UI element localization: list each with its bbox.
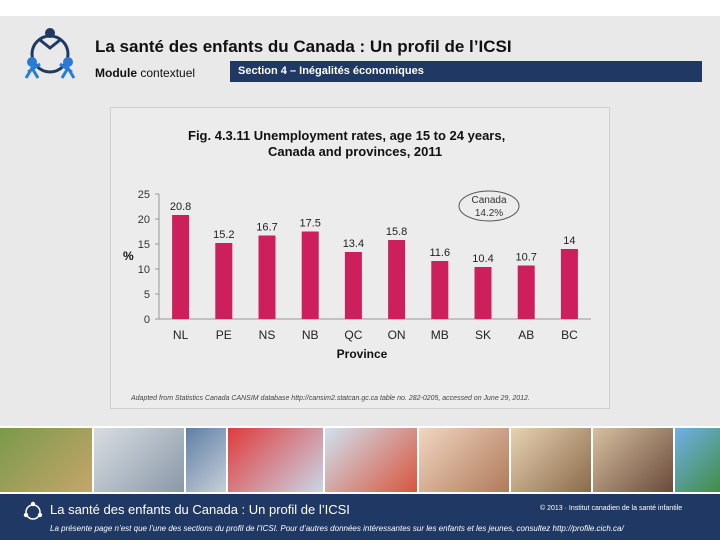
top-border <box>0 0 720 16</box>
footer-title: La santé des enfants du Canada : Un prof… <box>50 502 350 517</box>
module-label-bold: Module <box>95 66 137 80</box>
canada-annotation-label: Canada <box>471 195 506 206</box>
module-label-rest: contextuel <box>140 66 196 80</box>
footer: La santé des enfants du Canada : Un prof… <box>0 494 720 540</box>
bar <box>258 235 276 319</box>
chart-source: Adapted from Statistics Canada CANSIM da… <box>130 395 530 402</box>
chart-figure: Fig. 4.3.11 Unemployment rates, age 15 t… <box>110 107 610 409</box>
data-label: 11.6 <box>430 247 451 259</box>
bar <box>474 267 492 319</box>
data-label: 15.2 <box>213 229 234 241</box>
children-photo <box>186 428 226 492</box>
bar <box>172 215 190 319</box>
children-photo <box>0 428 92 492</box>
data-label: 16.7 <box>256 222 277 234</box>
children-photo <box>228 428 323 492</box>
children-photo <box>325 428 417 492</box>
y-axis-label: % <box>123 249 134 263</box>
chart-title-line1: Fig. 4.3.11 Unemployment rates, age 15 t… <box>188 128 505 143</box>
x-tick-label: MB <box>431 328 449 342</box>
x-tick-label: NL <box>173 328 189 342</box>
y-tick-label: 0 <box>144 314 150 326</box>
cich-logo-icon <box>23 501 43 520</box>
page-title: La santé des enfants du Canada : Un prof… <box>95 37 512 56</box>
x-tick-label: NS <box>259 328 276 342</box>
data-label: 17.5 <box>299 218 320 230</box>
canada-annotation-value: 14.2% <box>475 208 503 219</box>
bar <box>388 240 406 319</box>
x-tick-label: AB <box>518 328 534 342</box>
y-tick-label: 10 <box>138 264 150 276</box>
children-photo <box>675 428 720 492</box>
cich-logo-icon <box>24 28 76 79</box>
bar <box>517 265 535 319</box>
x-tick-label: ON <box>388 328 406 342</box>
bar <box>431 261 449 319</box>
y-tick-label: 5 <box>144 289 150 301</box>
photo-strip <box>0 426 720 494</box>
bar-chart: Fig. 4.3.11 Unemployment rates, age 15 t… <box>123 128 591 402</box>
data-label: 15.8 <box>386 226 407 238</box>
footer-copyright: © 2013 · Institut canadien de la santé i… <box>540 505 683 512</box>
y-tick-label: 15 <box>138 239 150 251</box>
footer-note: La présente page n’est que l’une des sec… <box>50 524 624 533</box>
children-photo <box>94 428 184 492</box>
x-tick-label: PE <box>216 328 232 342</box>
data-label: 14 <box>563 235 575 247</box>
x-tick-label: NB <box>302 328 319 342</box>
data-label: 20.8 <box>170 201 191 213</box>
bar <box>344 252 362 319</box>
bar <box>560 249 578 319</box>
x-axis-label: Province <box>337 347 388 361</box>
x-tick-label: BC <box>561 328 578 342</box>
x-tick-label: QC <box>344 328 362 342</box>
children-photo <box>593 428 673 492</box>
canada-annotation-ellipse <box>458 190 520 222</box>
y-tick-label: 25 <box>138 189 150 201</box>
chart-title-line2: Canada and provinces, 2011 <box>268 144 442 159</box>
y-tick-label: 20 <box>138 214 150 226</box>
chart-marks: 0 5 10 15 20 25 20.8 NL 15.2 PE 16.7 NS 17.5 NB 13.4 QC… <box>138 189 578 342</box>
children-photo <box>419 428 509 492</box>
section-bar: Section 4 – Inégalités économiques <box>230 61 702 82</box>
data-label: 13.4 <box>343 238 364 250</box>
x-tick-label: SK <box>475 328 491 342</box>
data-label: 10.4 <box>472 253 493 265</box>
module-label: Module contextuel <box>95 66 195 80</box>
children-photo <box>511 428 591 492</box>
data-label: 10.7 <box>515 252 536 264</box>
bar <box>301 231 319 319</box>
bar <box>215 243 233 319</box>
